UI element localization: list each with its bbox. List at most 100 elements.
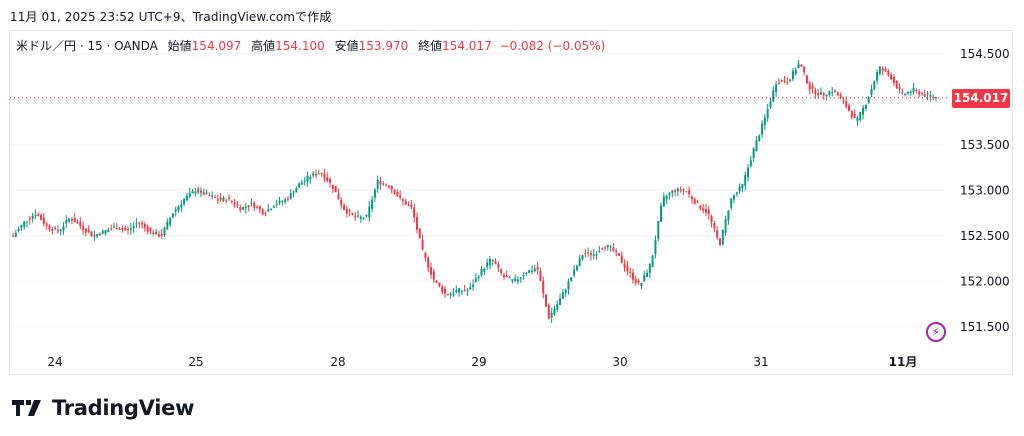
candle [143, 221, 146, 233]
candle [522, 272, 525, 280]
candle [281, 199, 284, 206]
candle [115, 223, 118, 230]
candle [121, 225, 124, 233]
candle [208, 192, 211, 197]
y-tick-label: 151.500 [960, 320, 1010, 334]
candle [410, 200, 413, 210]
x-tick-label: 31 [753, 355, 768, 369]
candle [536, 261, 539, 275]
candle [744, 171, 747, 191]
candle [415, 212, 418, 234]
candle [37, 212, 40, 217]
candle [199, 187, 202, 197]
y-tick-label: 152.500 [960, 229, 1010, 243]
symbol-label[interactable]: 米ドル／円 · 15 · OANDA [16, 39, 158, 53]
candle [749, 155, 752, 168]
candle [138, 222, 141, 229]
candle [278, 196, 281, 206]
candle [587, 247, 590, 257]
candle [791, 67, 794, 82]
candle [418, 228, 421, 239]
candle [758, 134, 761, 142]
candle [180, 200, 183, 213]
candle [84, 228, 87, 237]
candle [589, 250, 592, 261]
candle [93, 230, 96, 242]
candle [724, 215, 727, 236]
candle [166, 218, 169, 230]
candle [738, 183, 741, 194]
candle [272, 204, 275, 209]
candle [289, 189, 292, 200]
candle [79, 217, 82, 230]
candle [87, 224, 90, 234]
candle [862, 104, 865, 120]
candle [152, 229, 155, 236]
candle [474, 273, 477, 283]
candle [556, 300, 559, 313]
candle [839, 92, 842, 100]
candle [803, 65, 806, 76]
candle [657, 220, 660, 242]
candle [559, 293, 562, 306]
candle [531, 265, 534, 275]
candle [755, 136, 758, 152]
candle [34, 209, 37, 219]
candle [898, 83, 901, 94]
current-price-label: 154.017 [952, 89, 1010, 108]
candle [317, 170, 320, 175]
candle [690, 195, 693, 204]
candle [253, 201, 256, 212]
candle [508, 276, 511, 279]
candle [110, 224, 113, 231]
brand-name: TradingView [52, 396, 195, 420]
candle [598, 245, 601, 253]
candle [752, 147, 755, 162]
candle [629, 267, 632, 279]
candle [12, 232, 14, 237]
candle [881, 66, 884, 76]
candle [427, 256, 430, 273]
candle [892, 74, 895, 86]
candle [303, 176, 306, 186]
candle [219, 192, 222, 203]
candle [382, 181, 385, 186]
candle [96, 233, 99, 238]
candle [626, 260, 629, 276]
candle [155, 228, 158, 235]
candle [674, 188, 677, 197]
candle [385, 183, 388, 187]
candle [228, 194, 231, 201]
candle [404, 198, 407, 206]
x-tick-label: 25 [188, 355, 203, 369]
x-tick-label: 30 [612, 355, 627, 369]
y-tick-label: 153.500 [960, 138, 1010, 152]
candle [104, 229, 107, 236]
candle [160, 229, 163, 239]
chart-caption: 11月 01, 2025 23:52 UTC+9、TradingView.com… [10, 10, 332, 24]
candle [873, 80, 876, 91]
x-axis: 24 25 28 29 30 31 11月 [47, 355, 917, 369]
low-label: 安値 [334, 39, 359, 53]
candle [45, 221, 48, 230]
candle [783, 75, 786, 83]
candle [185, 193, 188, 202]
candle [567, 278, 570, 295]
candle [601, 247, 604, 251]
candle [334, 185, 337, 193]
candle [264, 211, 267, 217]
candle [696, 199, 699, 204]
candle [811, 82, 814, 94]
candle [368, 200, 371, 222]
candle [194, 188, 197, 197]
candle [906, 91, 909, 96]
candle [135, 218, 138, 228]
candle [660, 202, 663, 222]
x-tick-label: 24 [47, 355, 62, 369]
chart-frame[interactable] [9, 30, 1013, 375]
lightning-icon[interactable]: ⚡ [926, 322, 946, 342]
candle [542, 276, 545, 299]
candle [127, 226, 130, 235]
candle [761, 120, 764, 138]
